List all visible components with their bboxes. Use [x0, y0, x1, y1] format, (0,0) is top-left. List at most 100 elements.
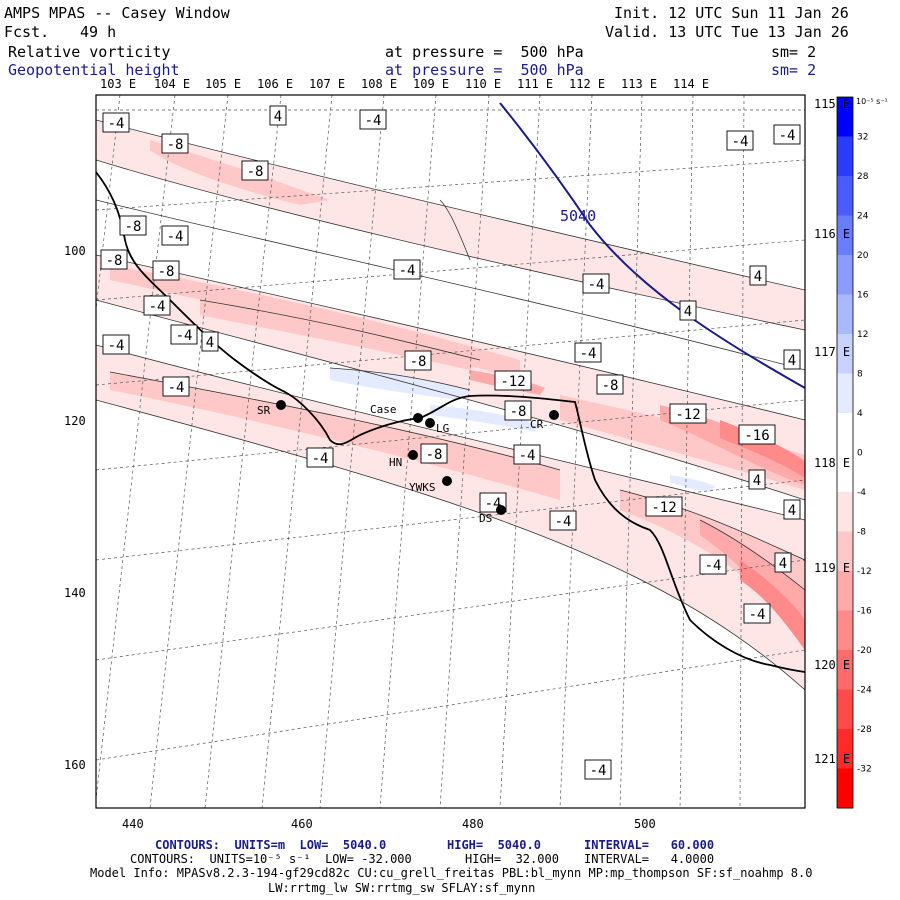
contour-label: -4	[161, 225, 189, 246]
contour-label: -8	[100, 249, 128, 270]
lon-tick-label: 110 E	[465, 77, 502, 91]
colorbar-swatch	[837, 729, 853, 769]
lon-tick-label: 105 E	[205, 77, 242, 91]
field2-name: Geopotential height	[8, 61, 180, 79]
svg-text:-4: -4	[519, 448, 536, 464]
contour-label: -4	[170, 324, 198, 345]
svg-text:4: 4	[754, 269, 762, 285]
colorbar-label: 24	[857, 212, 869, 222]
svg-text:DS: DS	[479, 512, 492, 525]
contour-label-group: 4 -4 -4 -8 -8 -4 -4 -8 -4 -8 -4 -8 -4 4 4 -4 -4 4 -4 -8 -12 -…	[100, 105, 801, 780]
lat-tick-label: 121 E	[814, 752, 851, 766]
station-marker: Case	[370, 403, 423, 423]
lon-tick-label: 108 E	[361, 77, 398, 91]
contour-label: -8	[404, 350, 432, 371]
svg-text:-8: -8	[167, 137, 184, 153]
footer-height-mid: HIGH= 5040.0	[447, 838, 541, 852]
colorbar-swatch	[837, 571, 853, 611]
colorbar-swatch	[837, 373, 853, 414]
svg-text:-4: -4	[588, 277, 605, 293]
colorbar-label: 0	[857, 449, 863, 459]
lat-tick-label: 117 E	[814, 345, 851, 359]
contour-label: -4	[584, 759, 612, 780]
init-time: Init. 12 UTC Sun 11 Jan 26	[614, 4, 849, 22]
svg-text:-4: -4	[779, 128, 796, 144]
svg-text:4: 4	[274, 109, 282, 125]
lat-tick-label: 115 E	[814, 97, 851, 111]
colorbar-swatch	[837, 334, 853, 374]
x-tick-label: 460	[291, 817, 313, 831]
contour-label: 4	[201, 331, 219, 352]
svg-text:-8: -8	[510, 404, 527, 420]
station-marker: LG	[425, 418, 449, 435]
station-marker: SR	[257, 400, 286, 417]
contour-label: -8	[504, 400, 532, 421]
lon-tick-label: 106 E	[257, 77, 294, 91]
lat-tick-label: 116 E	[814, 227, 851, 241]
svg-text:-8: -8	[247, 164, 264, 180]
svg-text:-12: -12	[651, 500, 676, 516]
contour-label: -4	[699, 554, 727, 575]
field2-level: at pressure = 500 hPa	[385, 61, 584, 79]
lon-tick-label: 109 E	[413, 77, 450, 91]
contour-label: -8	[161, 133, 189, 154]
svg-text:4: 4	[684, 304, 692, 320]
colorbar-swatch	[837, 650, 853, 690]
plot-frame	[95, 94, 806, 809]
x-tick-label: 440	[122, 817, 144, 831]
height-contour-label: 5040	[560, 207, 596, 225]
svg-text:HN: HN	[389, 456, 402, 469]
svg-text:4: 4	[753, 473, 761, 489]
contour-label: -12	[494, 370, 532, 391]
contour-label: -4	[743, 603, 771, 624]
contour-label: -12	[669, 403, 707, 424]
contour-label: -8	[596, 374, 624, 395]
svg-text:-8: -8	[158, 264, 175, 280]
valid-time: Valid. 13 UTC Tue 13 Jan 26	[605, 23, 849, 41]
svg-text:-4: -4	[580, 346, 597, 362]
lon-tick-label: 104 E	[154, 77, 191, 91]
colorbar-label: -32	[857, 765, 872, 775]
svg-text:-4: -4	[176, 328, 193, 344]
colorbar-label: 4	[857, 409, 863, 419]
colorbar-swatch	[837, 294, 853, 335]
svg-text:Case: Case	[370, 403, 397, 416]
colorbar-swatch	[837, 97, 853, 137]
colorbar-label: -12	[857, 567, 872, 577]
contour-label: 4	[774, 552, 792, 573]
contour-label: 4	[748, 469, 766, 490]
map-title: AMPS MPAS -- Casey Window	[4, 4, 230, 22]
contour-label: -8	[119, 215, 147, 236]
colorbar: 10⁻⁵ s⁻¹ 32 28 24 20 16 12 8 4 0 -4 -8 -12 -16 -20 -24 -…	[836, 96, 888, 809]
svg-text:-4: -4	[749, 607, 766, 623]
contour-label: 4	[749, 265, 767, 286]
footer-height-left: CONTOURS: UNITS=m LOW= 5040.0	[155, 838, 387, 852]
contour-label: -4	[162, 376, 190, 397]
lat-tick-label: 119 E	[814, 561, 851, 575]
footer-height-right: INTERVAL= 60.000	[584, 838, 715, 852]
footer-vort-left: CONTOURS: UNITS=10⁻⁵ s⁻¹ LOW= -32.000	[130, 852, 412, 866]
lon-tick-label: 112 E	[569, 77, 606, 91]
svg-text:-4: -4	[168, 380, 185, 396]
svg-text:-8: -8	[426, 447, 443, 463]
footer-model-info-2: LW:rrtmg_lw SW:rrtmg_sw SFLAY:sf_mynn	[268, 881, 536, 895]
footer-vort-mid: HIGH= 32.000	[465, 852, 559, 866]
lon-tick-label: 107 E	[309, 77, 346, 91]
contour-label: -4	[306, 447, 334, 468]
colorbar-swatch	[837, 531, 853, 572]
x-tick-label: 500	[634, 817, 656, 831]
colorbar-swatch	[837, 452, 853, 493]
colorbar-swatch	[837, 215, 853, 256]
colorbar-label: 20	[857, 251, 869, 261]
footer-model-info: Model Info: MPASv8.2.3-194-gf29cd82c CU:…	[90, 866, 813, 880]
field1-level: at pressure = 500 hPa	[385, 43, 584, 61]
colorbar-swatch	[837, 136, 853, 177]
station-marker: YWKS	[409, 476, 452, 494]
contour-label: -4	[574, 342, 602, 363]
station-marker: CR	[530, 410, 559, 431]
svg-text:-4: -4	[732, 134, 749, 150]
colorbar-label: -16	[857, 607, 872, 617]
colorbar-label: 32	[857, 133, 868, 143]
svg-text:-12: -12	[675, 407, 700, 423]
svg-text:-8: -8	[125, 219, 142, 235]
